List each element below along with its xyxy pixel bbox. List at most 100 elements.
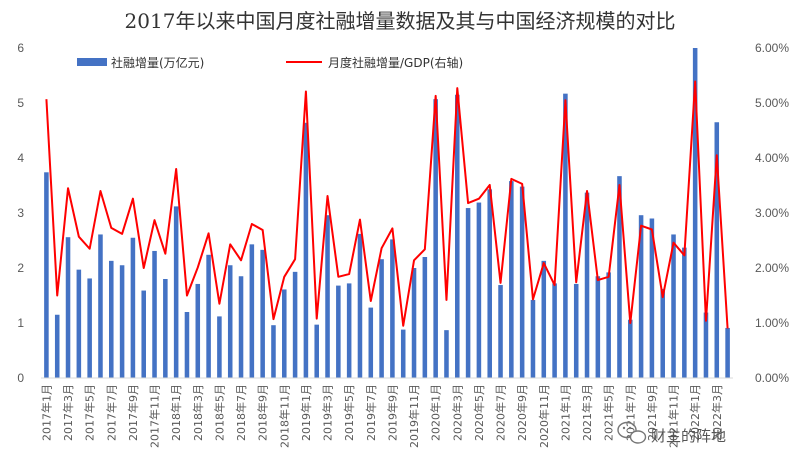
legend-bar-swatch — [77, 58, 107, 66]
watermark: 财主的阵地 — [617, 421, 726, 445]
x-tick-label: 2020年11月 — [537, 384, 551, 448]
bar-series — [44, 48, 730, 379]
series-line — [45, 80, 729, 329]
bar — [498, 285, 503, 378]
bar — [725, 327, 730, 378]
bar — [400, 329, 406, 378]
x-tick-label: 2022年1月 — [688, 384, 702, 441]
x-tick-label: 2021年9月 — [645, 384, 659, 441]
legend-bar-label: 社融增量(万亿元) — [111, 55, 204, 70]
x-tick-label: 2018年11月 — [277, 384, 291, 448]
bar — [346, 283, 352, 378]
x-tick-label: 2018年3月 — [191, 384, 205, 441]
bar — [282, 289, 287, 378]
bar — [195, 283, 201, 378]
bar — [249, 244, 255, 378]
bar — [455, 94, 460, 378]
bar — [541, 260, 547, 378]
x-tick-label: 2018年7月 — [234, 384, 248, 441]
watermark-text: 财主的阵地 — [651, 427, 726, 445]
bar — [628, 319, 633, 378]
bar — [271, 325, 276, 378]
bar — [509, 181, 514, 378]
bar — [314, 324, 319, 378]
bar — [130, 237, 136, 378]
bar — [98, 234, 103, 378]
x-tick-label: 2017年7月 — [104, 384, 118, 441]
y-left-tick-label: 4 — [17, 151, 24, 165]
y-left-tick-label: 6 — [17, 41, 24, 55]
bar — [476, 202, 482, 378]
x-tick-label: 2019年11月 — [407, 384, 421, 448]
x-tick-label: 2020年9月 — [515, 384, 529, 441]
bar — [119, 265, 125, 378]
x-tick-label: 2018年5月 — [212, 384, 226, 441]
y-right-tick-label: 0.00% — [755, 371, 789, 385]
y-left-tick-label: 5 — [17, 96, 24, 110]
bar — [217, 316, 222, 378]
y-right-tick-label: 2.00% — [755, 261, 789, 275]
y-right-tick-label: 1.00% — [755, 316, 789, 330]
bar — [87, 278, 92, 378]
y-right-tick-label: 5.00% — [755, 96, 789, 110]
legend-line-label: 月度社融增量/GDP(右轴) — [328, 55, 463, 70]
bar — [390, 239, 395, 378]
bar — [606, 272, 611, 378]
x-tick-label: 2017年5月 — [83, 384, 97, 441]
x-tick-label: 2020年3月 — [450, 384, 464, 441]
bar — [638, 215, 644, 378]
bar — [54, 314, 60, 378]
x-tick-label: 2017年1月 — [39, 384, 53, 441]
bar — [649, 218, 655, 378]
bar — [573, 283, 579, 378]
left-axis: 0 1 2 3 4 5 6 — [17, 41, 24, 385]
bar — [44, 172, 49, 378]
bar — [692, 48, 698, 378]
y-left-tick-label: 0 — [17, 371, 24, 385]
x-tick-label: 2018年1月 — [169, 384, 183, 441]
bar — [660, 288, 665, 378]
bar — [303, 122, 309, 378]
x-tick-label: 2022年3月 — [710, 384, 724, 441]
y-right-tick-label: 6.00% — [755, 41, 789, 55]
x-tick-label: 2019年9月 — [385, 384, 399, 441]
bar — [563, 93, 568, 379]
legend: 社融增量(万亿元) 月度社融增量/GDP(右轴) — [77, 55, 463, 70]
bar — [357, 233, 363, 378]
x-tick-label: 2018年9月 — [256, 384, 270, 441]
y-right-tick-label: 3.00% — [755, 206, 789, 220]
y-left-tick-label: 2 — [17, 261, 24, 275]
bar — [238, 276, 244, 378]
x-tick-label: 2017年9月 — [126, 384, 140, 441]
bar — [422, 257, 428, 378]
bar — [584, 192, 590, 378]
bar — [519, 186, 525, 378]
bar — [379, 259, 384, 378]
bar — [617, 176, 622, 378]
bar — [152, 250, 157, 378]
x-tick-label: 2019年3月 — [321, 384, 335, 441]
bar — [76, 269, 82, 378]
bar — [184, 312, 190, 378]
x-tick-label: 2020年1月 — [429, 384, 443, 441]
right-axis: 0.00% 1.00% 2.00% 3.00% 4.00% 5.00% 6.00% — [755, 41, 789, 385]
bar — [173, 206, 179, 378]
bar — [109, 260, 114, 378]
bar — [206, 254, 211, 378]
bar — [260, 249, 265, 378]
y-left-tick-label: 1 — [17, 316, 24, 330]
bar — [227, 265, 233, 378]
bar — [141, 290, 146, 378]
bar — [487, 189, 492, 378]
bar — [671, 234, 676, 378]
bar — [325, 215, 330, 378]
x-tick-label: 2017年3月 — [61, 384, 75, 441]
x-tick-label: 2021年5月 — [602, 384, 616, 441]
x-tick-label: 2021年3月 — [580, 384, 594, 441]
bar — [65, 237, 71, 378]
y-left-tick-label: 3 — [17, 206, 24, 220]
bar — [682, 247, 687, 378]
chart-title: 2017年以来中国月度社融增量数据及其与中国经济规模的对比 — [125, 9, 676, 33]
bar — [433, 99, 438, 379]
bar — [336, 285, 341, 378]
